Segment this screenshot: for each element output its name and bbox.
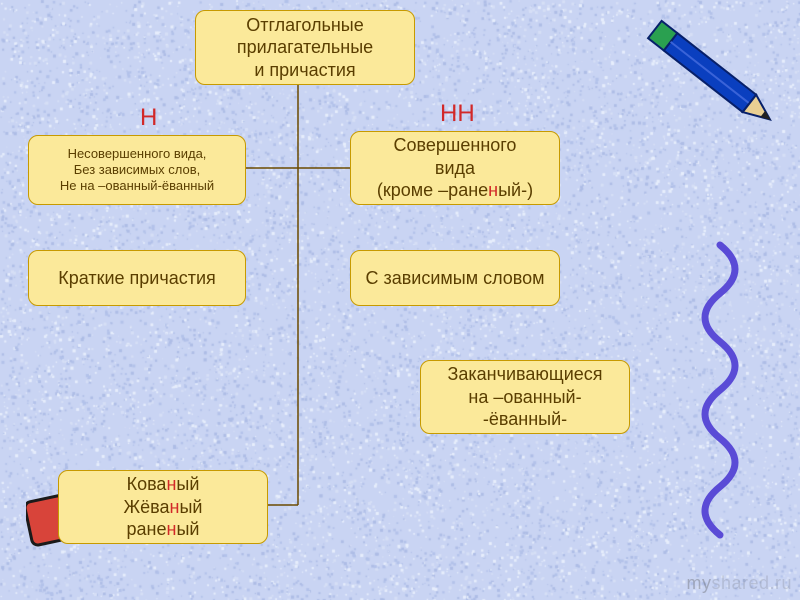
box-line: на –ованный- bbox=[468, 386, 581, 409]
box-line: Кованый bbox=[127, 473, 200, 496]
label-HH: НН bbox=[440, 100, 475, 127]
box-line: Без зависимых слов, bbox=[74, 162, 201, 178]
box-line: (кроме –раненый-) bbox=[377, 179, 533, 202]
right-column-label: НН bbox=[440, 100, 475, 128]
root-box: Отглагольныеприлагательныеи причастия bbox=[195, 10, 415, 85]
left-box-3: КованыйЖёваныйраненый bbox=[58, 470, 268, 544]
box-line: прилагательные bbox=[237, 36, 373, 59]
watermark-shared: shared.ru bbox=[711, 573, 792, 593]
left-column-label: Н bbox=[140, 104, 157, 132]
right-box-3: Заканчивающиесяна –ованный--ёванный- bbox=[420, 360, 630, 434]
squiggle-decoration bbox=[670, 240, 790, 560]
box-line: Краткие причастия bbox=[58, 267, 216, 290]
box-line: Совершенного bbox=[394, 134, 517, 157]
pencil-decoration bbox=[638, 12, 800, 212]
box-line: и причастия bbox=[254, 59, 355, 82]
label-H: Н bbox=[140, 104, 157, 131]
left-box-2: Краткие причастия bbox=[28, 250, 246, 306]
watermark-my: my bbox=[686, 573, 711, 593]
box-line: раненый bbox=[127, 518, 200, 541]
box-line: вида bbox=[435, 157, 475, 180]
left-box-1: Несовершенного вида,Без зависимых слов,Н… bbox=[28, 135, 246, 205]
box-line: Жёваный bbox=[124, 496, 203, 519]
box-line: Несовершенного вида, bbox=[68, 146, 207, 162]
box-line: -ёванный- bbox=[483, 408, 567, 431]
box-line: Не на –ованный-ёванный bbox=[60, 178, 214, 194]
right-box-2: С зависимым словом bbox=[350, 250, 560, 306]
watermark: myshared.ru bbox=[686, 573, 792, 594]
right-box-1: Совершенноговида(кроме –раненый-) bbox=[350, 131, 560, 205]
box-line: Отглагольные bbox=[246, 14, 363, 37]
box-line: Заканчивающиеся bbox=[447, 363, 602, 386]
box-line: С зависимым словом bbox=[365, 267, 544, 290]
